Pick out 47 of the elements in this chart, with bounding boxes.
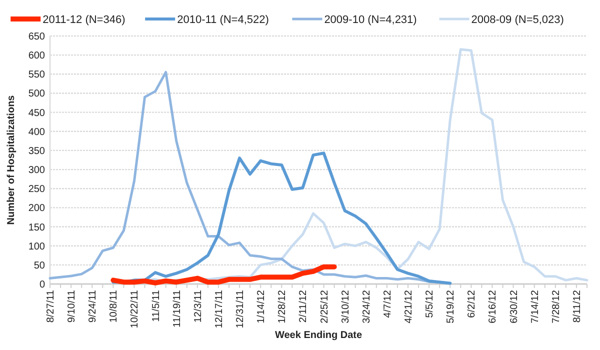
x-tick-label: 6/30/12 [508, 290, 520, 324]
y-tick-label: 400 [28, 126, 46, 138]
y-tick-label: 600 [28, 50, 46, 62]
x-tick-label: 11/19/11 [172, 290, 183, 328]
x-tick-label: 6/2/12 [466, 290, 478, 318]
x-tick-label: 7/28/12 [550, 290, 562, 324]
x-tick-label: 8/11/12 [572, 290, 583, 323]
legend-label: 2008-09 (N=5,023) [471, 14, 564, 26]
x-tick-label: 11/5/11 [150, 290, 162, 322]
y-tick-label: 50 [34, 260, 46, 272]
x-tick-label: 12/17/11 [214, 290, 225, 328]
y-axis-title: Number of Hospitalizations [6, 94, 17, 225]
y-tick-label: 650 [28, 32, 46, 42]
legend-label: 2010-11 (N=4,522) [177, 14, 269, 26]
x-axis-title: Week Ending Date [274, 330, 362, 341]
x-tick-label: 4/21/12 [404, 290, 414, 324]
y-tick-label: 500 [28, 88, 46, 100]
x-tick-label: 5/5/12 [424, 290, 436, 318]
legend-label: 2009-10 (N=4,231) [324, 14, 417, 26]
x-tick-label: 5/19/12 [446, 290, 457, 324]
y-tick-label: 300 [28, 165, 46, 176]
y-tick-label: 100 [28, 241, 46, 252]
x-tick-label: 1/14/12 [256, 290, 268, 324]
x-tick-label: 9/10/11 [66, 290, 78, 323]
x-tick-label: 2/25/12 [319, 290, 330, 324]
x-tick-label: 3/10/12 [340, 290, 352, 324]
y-tick-label: 550 [28, 70, 46, 81]
y-tick-label: 250 [28, 184, 46, 196]
x-tick-label: 8/27/11 [46, 290, 56, 323]
y-tick-label: 200 [28, 203, 46, 214]
x-tick-label: 12/3/11 [192, 290, 204, 323]
y-tick-label: 450 [28, 108, 46, 119]
legend-label: 2011-12 (N=346) [42, 14, 126, 26]
x-tick-label: 12/31/11 [235, 290, 246, 328]
x-tick-label: 4/7/12 [382, 290, 394, 318]
x-tick-label: 9/24/11 [88, 290, 99, 323]
x-tick-label: 1/28/12 [277, 290, 288, 324]
x-tick-label: 6/16/12 [488, 290, 499, 324]
x-tick-label: 10/8/11 [108, 290, 120, 323]
y-tick-label: 350 [28, 146, 46, 157]
x-tick-label: 3/24/12 [361, 290, 372, 324]
y-tick-label: 0 [39, 280, 46, 290]
y-tick-label: 150 [28, 222, 46, 234]
line-series [112, 152, 452, 285]
x-tick-label: 2/11/12 [298, 290, 310, 323]
x-tick-label: 7/14/12 [530, 290, 541, 324]
x-tick-label: 10/22/11 [130, 290, 141, 328]
